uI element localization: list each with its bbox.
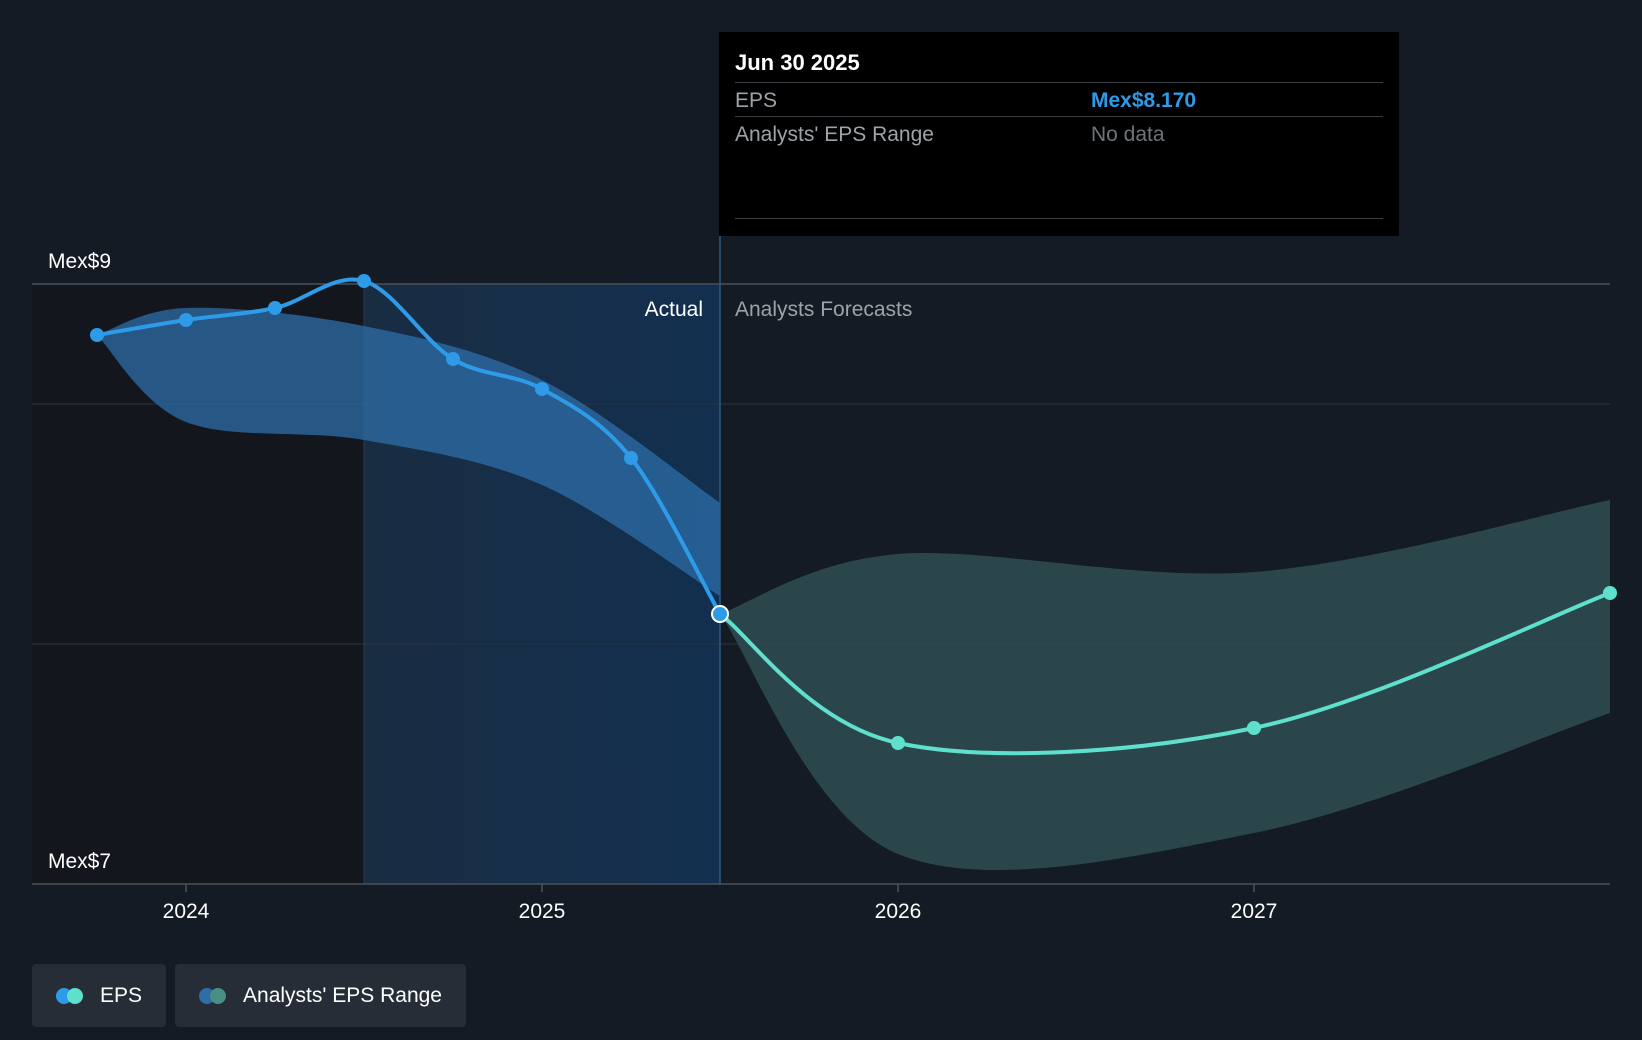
eps-point[interactable] <box>624 451 638 465</box>
x-tick-label: 2025 <box>519 900 566 923</box>
eps-point[interactable] <box>535 382 549 396</box>
actual-label: Actual <box>645 298 703 321</box>
x-tick-label: 2027 <box>1231 900 1278 923</box>
eps-legend-icon <box>56 987 86 1004</box>
eps-point[interactable] <box>1603 586 1617 600</box>
y-tick-label-bottom: Mex$7 <box>48 850 111 873</box>
x-tick-label: 2024 <box>163 900 210 923</box>
legend-label-eps: EPS <box>100 983 143 1007</box>
eps-range-band-forecast <box>720 500 1610 871</box>
eps-points <box>90 274 1617 750</box>
range-legend-icon <box>199 987 229 1004</box>
eps-point[interactable] <box>446 352 460 366</box>
tooltip-range-label: Analysts' EPS Range <box>735 123 934 146</box>
eps-range-bands <box>97 307 1610 871</box>
eps-point[interactable] <box>1247 721 1261 735</box>
tooltip-eps-value: Mex$8.170 <box>1091 89 1197 112</box>
eps-point[interactable] <box>268 301 282 315</box>
legend-item-eps[interactable]: EPS <box>32 964 167 1027</box>
tooltip-eps-label: EPS <box>735 89 778 112</box>
eps-point-selected[interactable] <box>711 605 729 623</box>
tooltip-range-value: No data <box>1091 123 1165 146</box>
eps-point[interactable] <box>357 274 371 288</box>
tooltip: Jun 30 2025 EPS Mex$8.170 Analysts' EPS … <box>719 32 1399 236</box>
eps-point[interactable] <box>891 736 905 750</box>
range-dot-forecast <box>210 987 227 1004</box>
analysts-forecasts-label: Analysts Forecasts <box>735 298 912 321</box>
eps-point[interactable] <box>90 328 104 342</box>
tooltip-divider <box>735 218 1383 219</box>
tooltip-row-range: Analysts' EPS Range No data <box>735 116 1383 151</box>
x-axis-ticks: 2024 2025 2026 2027 <box>163 884 1278 923</box>
legend-item-range[interactable]: Analysts' EPS Range <box>175 964 466 1027</box>
legend: EPS Analysts' EPS Range <box>32 964 466 1027</box>
tooltip-date: Jun 30 2025 <box>735 50 860 75</box>
eps-range-band-past <box>97 307 720 596</box>
eps-line-forecast <box>718 591 1612 756</box>
tooltip-row-eps: EPS Mex$8.170 <box>735 82 1383 117</box>
eps-dot-forecast <box>67 987 83 1004</box>
eps-point[interactable] <box>179 313 193 327</box>
y-tick-label-top: Mex$9 <box>48 250 111 273</box>
legend-label-range: Analysts' EPS Range <box>243 983 442 1007</box>
x-tick-label: 2026 <box>875 900 922 923</box>
